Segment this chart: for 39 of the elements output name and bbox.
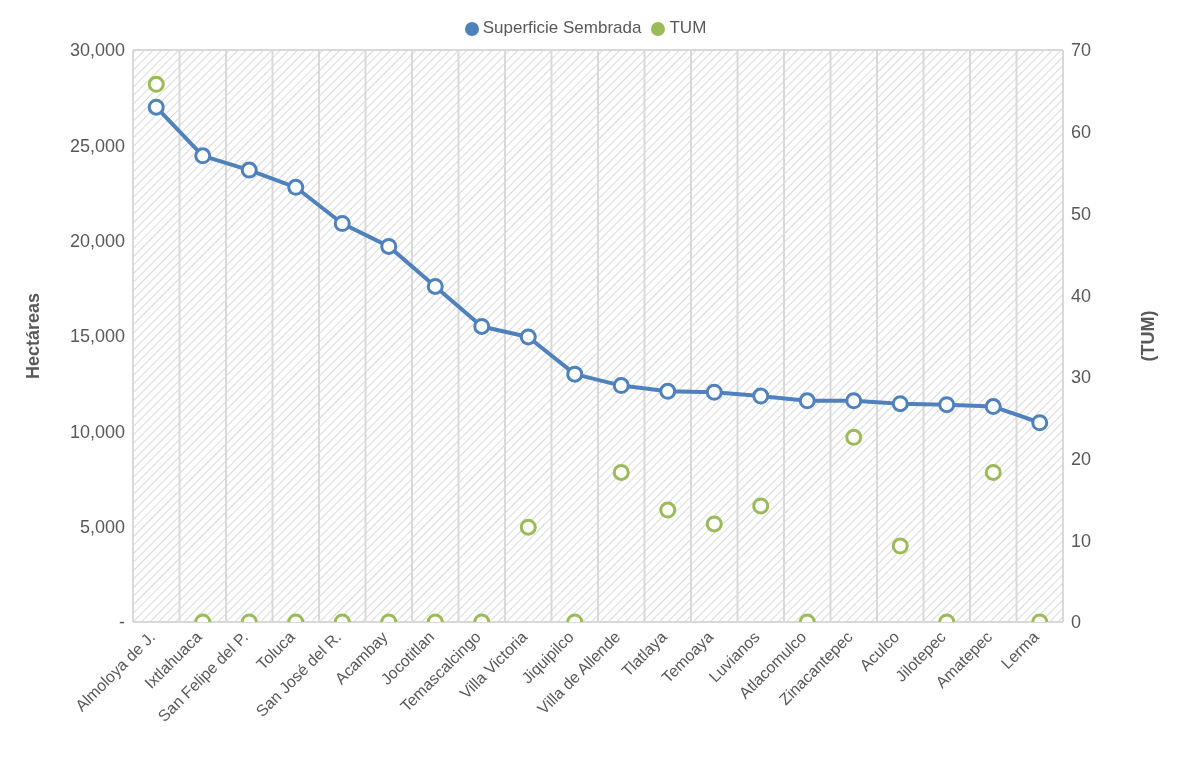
point [705, 383, 723, 401]
point [1031, 414, 1049, 432]
y-axis-title: Hectáreas [23, 292, 44, 380]
point [984, 398, 1002, 416]
point [194, 147, 212, 165]
y-tick-label: 20,000 [69, 231, 125, 252]
y-tick-label: 5,000 [79, 517, 125, 538]
y2-axis-title: (TUM) [1138, 310, 1159, 362]
point [426, 277, 444, 295]
y-tick-label: 15,000 [69, 326, 125, 347]
point [240, 161, 258, 179]
y2-tick-label: 20 [1071, 448, 1092, 469]
point [891, 395, 909, 413]
point [659, 382, 677, 400]
point [798, 392, 816, 410]
y2-tick-label: 50 [1071, 203, 1092, 224]
y2-tick-label: 10 [1071, 530, 1092, 551]
y2-tick-label: 40 [1071, 285, 1092, 306]
point [287, 178, 305, 196]
point [333, 215, 351, 233]
point [519, 328, 537, 346]
y-tick-label: 10,000 [69, 421, 125, 442]
point [380, 237, 398, 255]
y2-tick-label: 70 [1071, 40, 1092, 61]
y-tick-label: 25,000 [69, 135, 125, 156]
y2-tick-label: 0 [1071, 612, 1082, 633]
legend-label: Superficie Sembrada [482, 18, 642, 37]
point [566, 365, 584, 383]
y-tick-label: - [119, 612, 125, 633]
point [938, 396, 956, 414]
y2-tick-label: 60 [1071, 122, 1092, 143]
point [752, 387, 770, 405]
legend-label: TUM [669, 18, 707, 37]
point [845, 392, 863, 410]
y2-tick-label: 30 [1071, 367, 1092, 388]
point [147, 98, 165, 116]
y-tick-label: 30,000 [69, 40, 125, 61]
point [612, 377, 630, 395]
point [473, 317, 491, 335]
